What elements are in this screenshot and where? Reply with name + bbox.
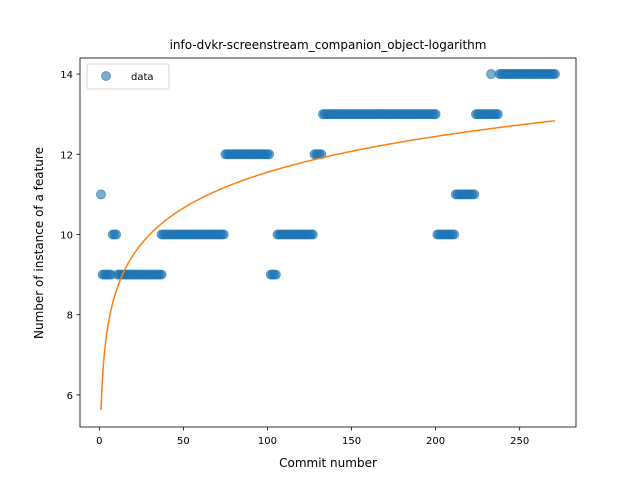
y-axis-label: Number of instance of a feature (32, 147, 46, 339)
x-tick-label: 100 (258, 436, 277, 447)
legend-box (87, 64, 169, 89)
chart-title: info-dvkr-screenstream_companion_object-… (170, 38, 487, 52)
data-point (157, 270, 166, 279)
y-axis: 6 8 10 12 14 (60, 70, 80, 402)
y-tick-label: 14 (60, 70, 73, 81)
y-tick-label: 10 (60, 230, 73, 241)
legend: data (87, 64, 169, 89)
data-point (97, 190, 106, 199)
y-tick-label: 6 (67, 391, 73, 402)
x-tick-label: 0 (96, 436, 102, 447)
legend-marker-data (102, 72, 111, 81)
x-axis-label: Commit number (279, 456, 377, 470)
x-axis: 0 50 100 150 200 250 (96, 427, 529, 447)
x-tick-label: 50 (177, 436, 190, 447)
data-point (308, 230, 317, 239)
data-point (431, 110, 440, 119)
data-point (550, 70, 559, 79)
data-point (470, 190, 479, 199)
data-point (450, 230, 459, 239)
data-point (493, 110, 502, 119)
y-tick-label: 8 (67, 311, 73, 322)
y-tick-label: 12 (60, 150, 73, 161)
fit-line (101, 121, 555, 410)
x-tick-label: 200 (426, 436, 445, 447)
data-point (487, 70, 496, 79)
x-tick-label: 250 (510, 436, 529, 447)
data-point (219, 230, 228, 239)
data-point (271, 270, 280, 279)
legend-label-data: data (131, 72, 154, 83)
x-tick-label: 150 (342, 436, 361, 447)
data-point (265, 150, 274, 159)
plot-area (97, 70, 560, 411)
data-point (112, 230, 121, 239)
